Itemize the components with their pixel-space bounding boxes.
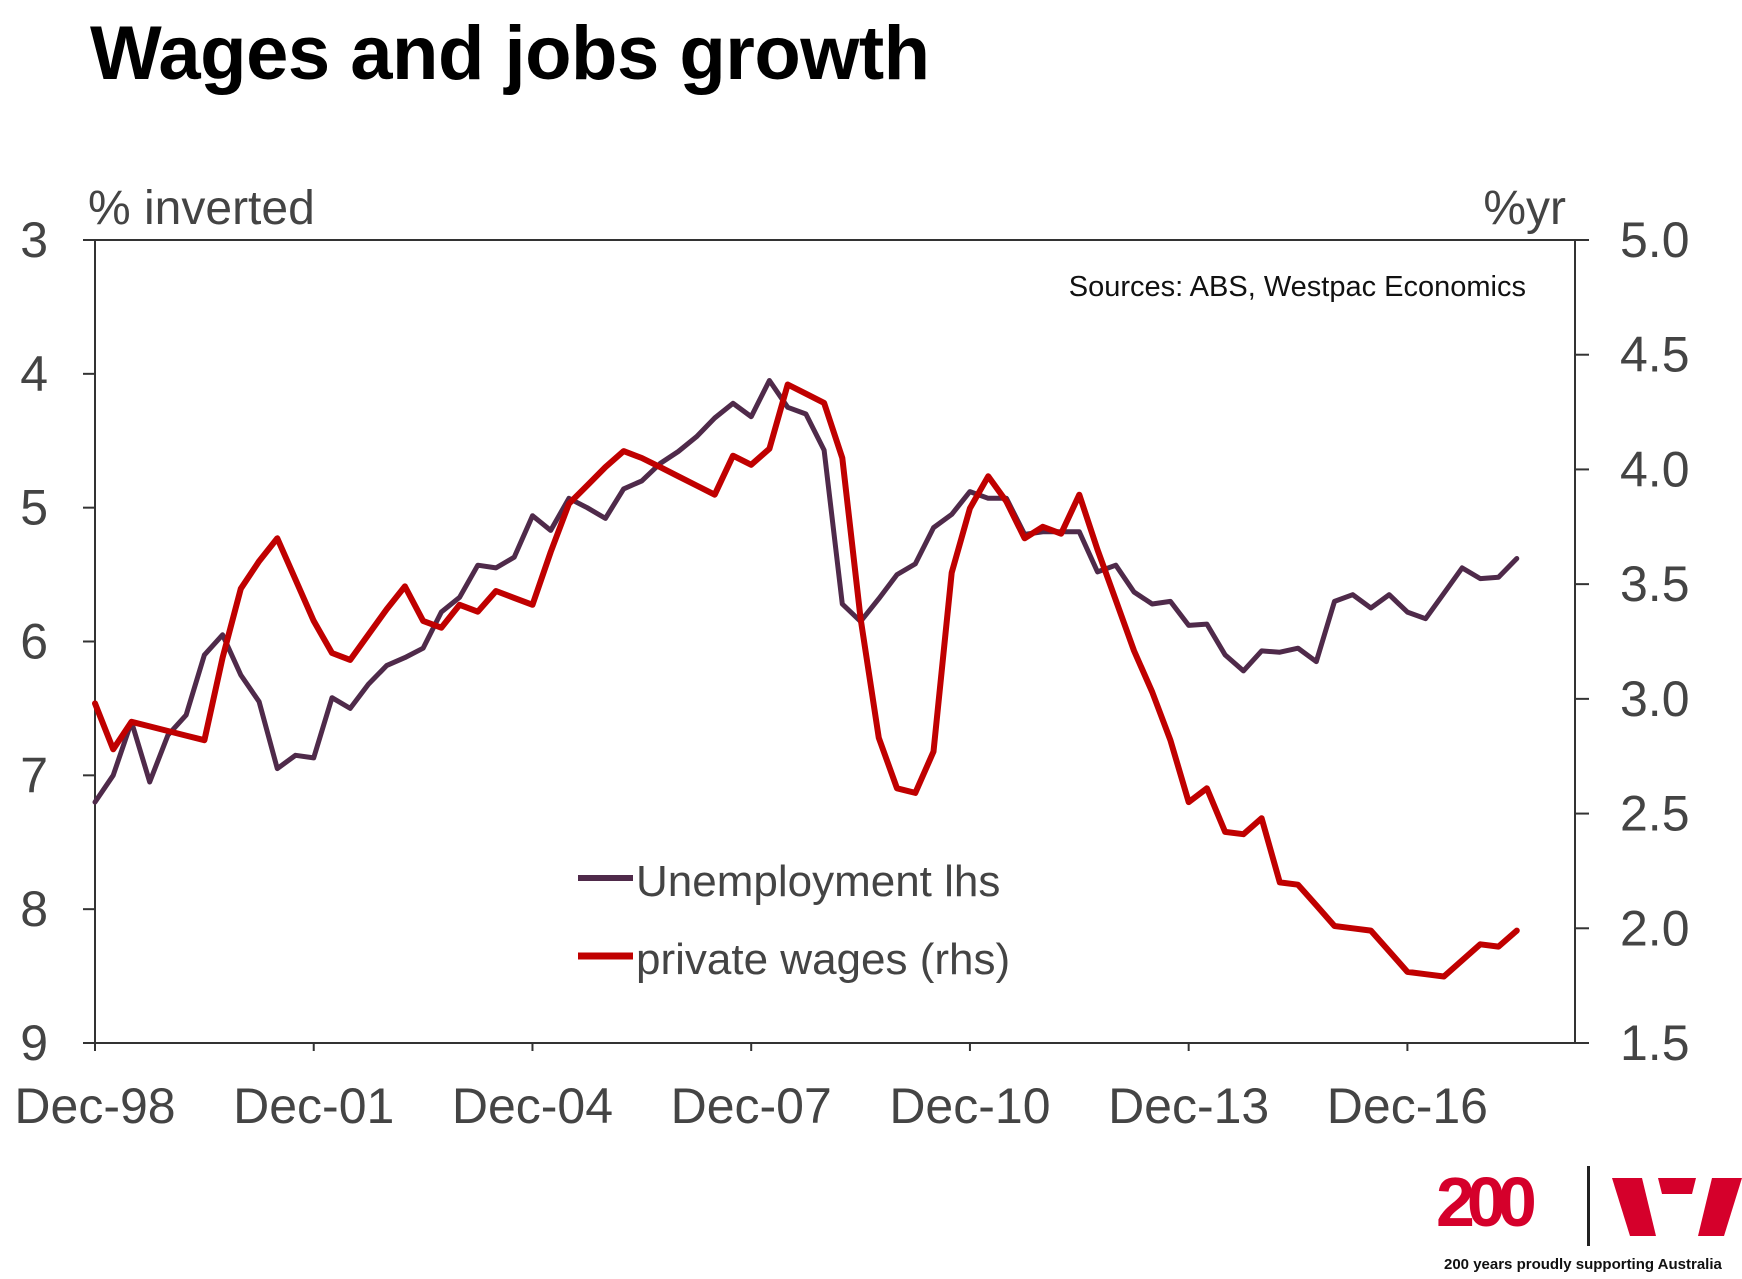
chart-series <box>92 378 1520 980</box>
right-tick-label: 4.0 <box>1620 441 1690 497</box>
westpac-w-logo-icon <box>1612 1178 1742 1241</box>
chart-title: Wages and jobs growth <box>90 11 930 96</box>
x-tick-label: Dec-10 <box>889 1078 1050 1134</box>
legend-label: private wages (rhs) <box>636 935 1010 984</box>
x-tick-label: Dec-07 <box>671 1078 832 1134</box>
brand-tagline: 200 years proudly supporting Australia <box>1444 1256 1722 1273</box>
left-tick-label: 9 <box>20 1015 48 1071</box>
sources-note: Sources: ABS, Westpac Economics <box>1069 271 1526 303</box>
left-tick-label: 8 <box>20 881 48 937</box>
logo-divider <box>1587 1166 1590 1246</box>
right-tick-label: 3.0 <box>1620 671 1690 727</box>
x-tick-label: Dec-16 <box>1327 1078 1488 1134</box>
x-tick-label: Dec-04 <box>452 1078 613 1134</box>
left-tick-label: 3 <box>20 212 48 268</box>
right-tick-label: 3.5 <box>1620 556 1690 612</box>
right-tick-label: 4.5 <box>1620 327 1690 383</box>
legend-label: Unemployment lhs <box>636 857 1000 906</box>
left-axis-title: % inverted <box>88 182 315 235</box>
right-axis-title: %yr <box>1483 182 1566 235</box>
right-tick-label: 1.5 <box>1620 1015 1690 1071</box>
x-tick-label: Dec-01 <box>233 1078 394 1134</box>
series-line-private-wages <box>92 381 1520 980</box>
series-line-unemployment <box>92 378 1520 805</box>
right-tick-label: 5.0 <box>1620 212 1690 268</box>
left-tick-label: 4 <box>20 346 48 402</box>
x-tick-label: Dec-13 <box>1108 1078 1269 1134</box>
x-tick-label: Dec-98 <box>14 1078 175 1134</box>
chart-labels: % inverted %yr Sources: ABS, Westpac Eco… <box>88 182 1566 303</box>
right-tick-label: 2.0 <box>1620 900 1690 956</box>
chart-axes: 3 4 5 6 7 8 9 1.5 2.0 2.5 3.0 3.5 4.0 4.5 5.0 Dec-98 Dec… <box>14 212 1689 1134</box>
left-tick-label: 6 <box>20 614 48 670</box>
right-tick-label: 2.5 <box>1620 786 1690 842</box>
left-tick-label: 7 <box>20 747 48 803</box>
chart-legend: Unemployment lhs private wages (rhs) <box>578 857 1010 984</box>
anniversary-200-logo: 200 <box>1436 1163 1537 1241</box>
left-tick-label: 5 <box>20 480 48 536</box>
